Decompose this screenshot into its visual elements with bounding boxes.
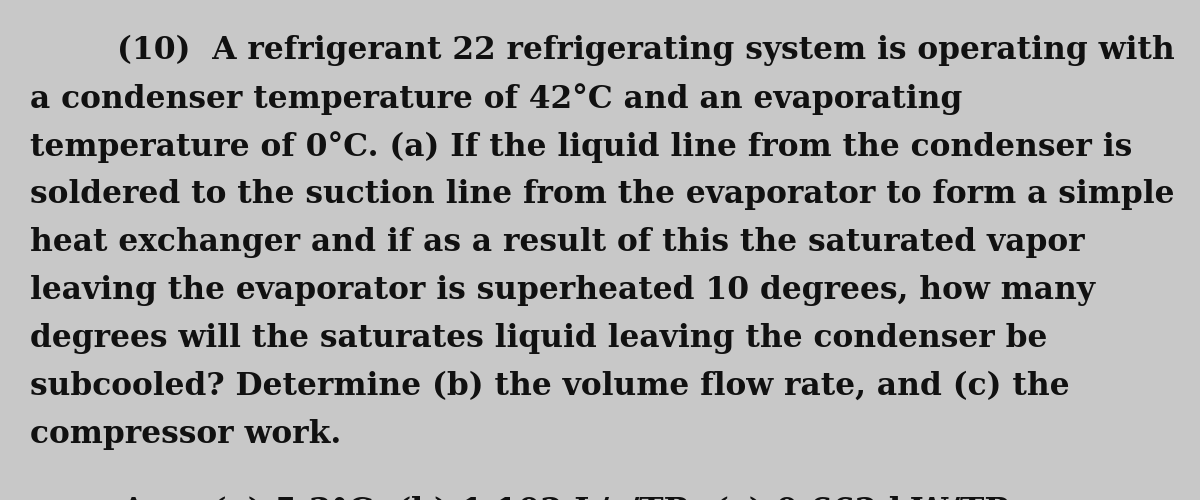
Text: soldered to the suction line from the evaporator to form a simple: soldered to the suction line from the ev…: [30, 179, 1175, 210]
Text: subcooled? Determine (b) the volume flow rate, and (c) the: subcooled? Determine (b) the volume flow…: [30, 371, 1069, 402]
Text: Ans. (a) 5.3°C, (b) 1.102 L/s/TR, (c) 0.662 kW/TR: Ans. (a) 5.3°C, (b) 1.102 L/s/TR, (c) 0.…: [30, 495, 1012, 500]
Text: heat exchanger and if as a result of this the saturated vapor: heat exchanger and if as a result of thi…: [30, 227, 1085, 258]
Text: a condenser temperature of 42°C and an evaporating: a condenser temperature of 42°C and an e…: [30, 83, 962, 115]
Text: compressor work.: compressor work.: [30, 419, 341, 450]
Text: (10)  A refrigerant 22 refrigerating system is operating with: (10) A refrigerant 22 refrigerating syst…: [30, 35, 1175, 66]
Text: temperature of 0°C. (a) If the liquid line from the condenser is: temperature of 0°C. (a) If the liquid li…: [30, 131, 1133, 163]
Text: leaving the evaporator is superheated 10 degrees, how many: leaving the evaporator is superheated 10…: [30, 275, 1096, 306]
Text: degrees will the saturates liquid leaving the condenser be: degrees will the saturates liquid leavin…: [30, 323, 1048, 354]
